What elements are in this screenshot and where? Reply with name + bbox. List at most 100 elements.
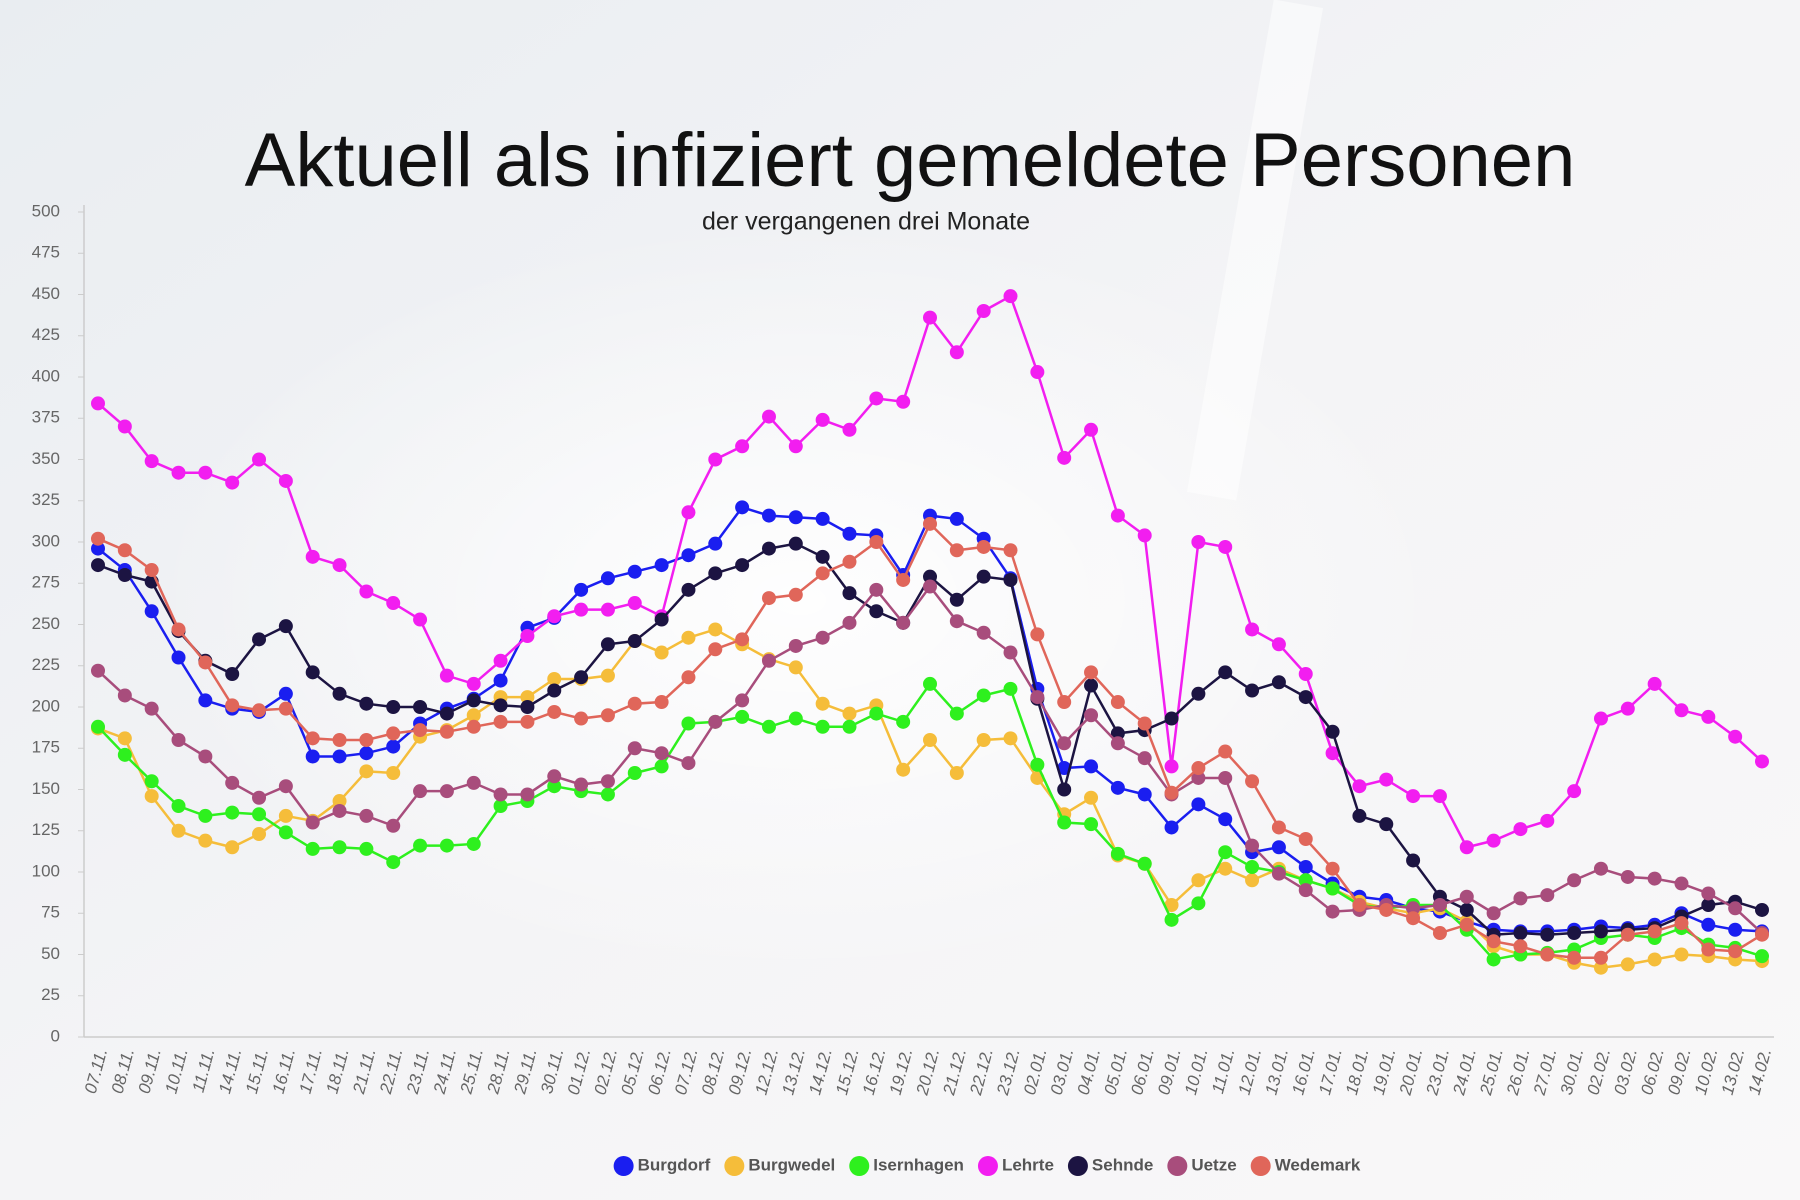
data-point: [1620, 869, 1635, 884]
data-point: [1218, 845, 1233, 860]
data-point: [1567, 926, 1582, 941]
data-point: [359, 696, 374, 711]
data-point: [466, 836, 481, 851]
data-point: [1164, 785, 1179, 800]
data-point: [413, 784, 428, 799]
data-point: [654, 645, 669, 660]
data-point: [681, 670, 696, 685]
data-point: [1352, 898, 1367, 912]
data-point: [1245, 683, 1260, 698]
y-tick-label: 400: [32, 366, 60, 385]
data-point: [708, 622, 723, 637]
data-point: [976, 733, 991, 747]
data-point: [600, 668, 615, 683]
data-point: [949, 766, 964, 780]
data-point: [332, 733, 347, 747]
data-point: [91, 719, 105, 734]
data-point: [1674, 876, 1689, 891]
data-point: [1164, 912, 1179, 927]
legend-marker: [1250, 1156, 1271, 1176]
data-point: [949, 543, 964, 558]
data-point: [225, 475, 240, 490]
data-point: [1191, 770, 1206, 785]
data-point: [976, 688, 991, 703]
legend-marker: [1167, 1156, 1188, 1176]
data-point: [1298, 860, 1313, 875]
data-point: [1030, 690, 1045, 705]
data-point: [842, 706, 857, 721]
data-point: [493, 787, 508, 802]
data-point: [1030, 757, 1045, 772]
data-point: [869, 604, 884, 619]
data-point: [1164, 820, 1179, 835]
y-tick-label: 125: [32, 820, 60, 839]
data-point: [466, 693, 481, 708]
data-point: [842, 526, 857, 541]
data-point: [1379, 902, 1394, 917]
data-point: [252, 827, 267, 842]
data-point: [493, 698, 508, 713]
data-point: [1271, 840, 1286, 855]
data-point: [386, 726, 401, 741]
legend-label: Uetze: [1191, 1155, 1236, 1174]
data-point: [1057, 782, 1072, 797]
data-point: [627, 596, 642, 611]
data-point: [171, 799, 186, 813]
data-point: [1593, 950, 1608, 965]
data-point: [1513, 939, 1528, 954]
data-point: [1755, 949, 1769, 964]
data-point: [1620, 957, 1635, 972]
data-point: [198, 655, 213, 670]
data-point: [386, 818, 401, 833]
data-point: [923, 676, 937, 691]
data-point: [547, 609, 562, 624]
y-tick-label: 225: [32, 655, 60, 674]
data-point: [332, 749, 347, 764]
data-point: [1057, 450, 1072, 465]
data-point: [144, 789, 159, 804]
data-point: [520, 629, 535, 644]
data-point: [520, 690, 535, 705]
data-point: [91, 396, 105, 411]
data-point: [439, 668, 454, 683]
data-point: [332, 840, 347, 855]
data-point: [1728, 944, 1743, 959]
data-point: [1110, 736, 1125, 751]
data-point: [1325, 746, 1340, 761]
data-point: [1110, 780, 1125, 795]
data-point: [1701, 886, 1716, 901]
data-point: [1245, 622, 1260, 637]
data-point: [413, 723, 428, 738]
data-point: [1540, 888, 1555, 903]
y-tick-label: 300: [32, 531, 60, 550]
data-point: [171, 823, 186, 838]
data-point: [439, 724, 454, 739]
data-point: [1540, 813, 1555, 828]
y-tick-label: 500: [32, 201, 60, 220]
data-point: [305, 549, 320, 564]
data-point: [117, 688, 132, 703]
data-point: [976, 539, 991, 554]
data-point: [1486, 934, 1501, 949]
data-point: [1647, 676, 1662, 691]
data-point: [278, 779, 293, 794]
data-point: [708, 536, 723, 551]
data-point: [842, 615, 857, 630]
data-point: [332, 558, 347, 573]
data-point: [252, 790, 267, 805]
data-point: [1191, 761, 1206, 776]
data-point: [815, 719, 830, 734]
data-point: [91, 541, 105, 556]
data-point: [359, 841, 374, 856]
data-point: [305, 841, 320, 856]
data-point: [1164, 711, 1179, 726]
data-point: [117, 731, 132, 746]
data-point: [359, 764, 374, 779]
data-point: [1593, 861, 1608, 876]
legend-marker: [724, 1156, 745, 1176]
data-point: [493, 653, 508, 668]
data-point: [654, 695, 669, 710]
data-point: [1593, 960, 1608, 975]
data-point: [761, 508, 776, 523]
data-point: [171, 650, 186, 665]
